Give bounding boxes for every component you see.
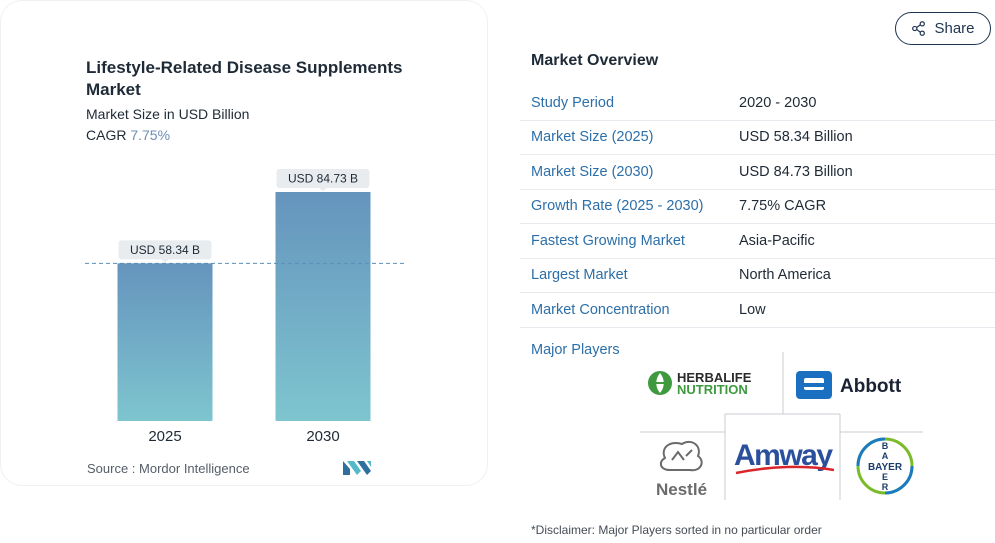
bar-2025 [117,263,213,421]
source-text: Source : Mordor Intelligence [87,461,250,476]
data-label-pointer [318,187,328,191]
bar-chart: USD 58.34 B 2025 USD 84.73 B 2030 [85,169,405,445]
overview-row-market-size-2030: Market Size (2030) USD 84.73 Billion [520,155,995,190]
share-icon [912,21,926,36]
overview-row-largest-market: Largest Market North America [520,259,995,293]
overview-label[interactable]: Study Period [531,94,615,111]
chart-cagr: CAGR 7.75% [86,127,170,143]
major-players-logos: HERBALIFE NUTRITION Abbott Nestlé Amway … [640,352,923,500]
cagr-value: 7.75% [130,127,171,143]
overview-label[interactable]: Growth Rate (2025 - 2030) [531,198,704,215]
abbott-logo: Abbott [796,371,902,399]
overview-value: Low [739,301,766,318]
x-tick-label: 2025 [148,428,181,445]
bayer-logo: B A BAYER E R [856,437,914,495]
overview-row-concentration: Market Concentration Low [520,293,995,328]
svg-text:R: R [882,482,889,492]
overview-row-fastest-growing: Fastest Growing Market Asia-Pacific [520,224,995,259]
market-overview-table: Study Period 2020 - 2030 Market Size (20… [520,86,995,328]
overview-value: 2020 - 2030 [739,94,817,111]
overview-label[interactable]: Market Concentration [531,301,670,318]
data-label: USD 58.34 B [130,243,200,257]
svg-text:Nestlé: Nestlé [656,480,707,499]
nestle-logo: Nestlé [656,440,707,499]
market-overview-title: Market Overview [531,52,659,69]
x-tick-label: 2030 [306,428,339,445]
svg-text:Abbott: Abbott [840,376,902,397]
svg-text:E: E [882,472,888,482]
herbalife-logo: HERBALIFE NUTRITION [648,370,752,397]
data-label-bg [276,169,370,188]
disclaimer-text: *Disclaimer: Major Players sorted in no … [531,523,822,537]
overview-value: 7.75% CAGR [739,198,827,215]
overview-row-study-period: Study Period 2020 - 2030 [520,86,995,121]
data-label-bg [118,240,212,260]
svg-text:HERBALIFE: HERBALIFE [677,370,752,385]
share-label: Share [934,20,975,37]
overview-value: USD 84.73 Billion [739,163,853,180]
major-players-label[interactable]: Major Players [531,342,620,358]
overview-value: North America [739,267,831,284]
overview-row-growth-rate: Growth Rate (2025 - 2030) 7.75% CAGR [520,190,995,224]
overview-value: Asia-Pacific [739,232,815,249]
overview-row-market-size-2025: Market Size (2025) USD 58.34 Billion [520,121,995,155]
mordor-intelligence-logo [343,461,371,475]
share-button[interactable]: Share [895,12,991,45]
overview-label[interactable]: Market Size (2030) [531,163,654,180]
chart-subtitle: Market Size in USD Billion [86,106,250,122]
amway-logo: Amway [734,439,835,475]
svg-text:NUTRITION: NUTRITION [677,382,748,397]
svg-text:A: A [882,451,889,461]
chart-card: Lifestyle-Related Disease Supplements Ma… [0,0,488,486]
svg-text:BAYER: BAYER [868,462,903,473]
bar-2030 [275,192,371,421]
data-label-pointer [160,258,170,263]
overview-label[interactable]: Fastest Growing Market [531,232,685,249]
overview-label[interactable]: Largest Market [531,267,628,284]
svg-text:B: B [882,441,889,451]
data-label: USD 84.73 B [288,172,358,186]
cagr-label: CAGR [86,127,127,143]
overview-value: USD 58.34 Billion [739,129,853,146]
overview-label[interactable]: Market Size (2025) [531,129,654,146]
chart-title: Lifestyle-Related Disease Supplements Ma… [86,58,403,99]
